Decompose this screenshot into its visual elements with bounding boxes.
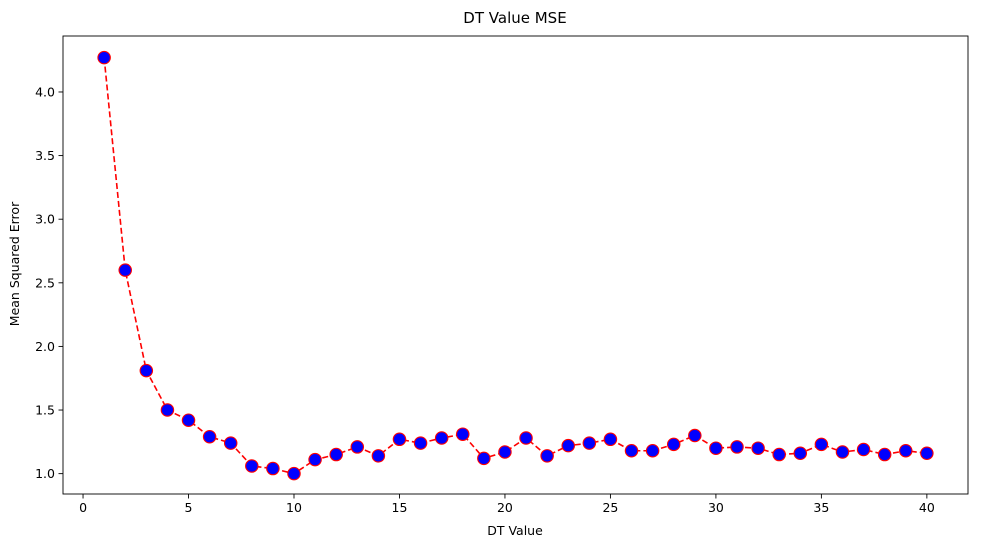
data-point	[877, 447, 892, 462]
data-point	[118, 263, 132, 277]
data-point	[456, 427, 470, 441]
x-tick-label: 30	[708, 500, 724, 515]
x-tick-label: 15	[392, 500, 408, 515]
y-tick-label: 3.5	[35, 148, 55, 163]
data-point	[287, 466, 301, 481]
x-tick-label: 35	[813, 500, 829, 515]
x-axis: 0 5 10 15 20 25 30 35 40	[79, 494, 935, 515]
data-point	[920, 446, 934, 461]
series-line	[103, 57, 927, 475]
data-point	[561, 438, 575, 453]
y-tick-label: 1.5	[35, 403, 55, 418]
data-point	[434, 431, 449, 445]
y-axis: 1.0 1.5 2.0 2.5 3.0 3.5 4.0	[35, 84, 63, 481]
data-point	[97, 50, 111, 65]
y-tick-label: 1.0	[35, 466, 55, 481]
data-point	[350, 440, 365, 454]
data-point	[519, 431, 533, 445]
data-point	[666, 437, 681, 452]
data-point	[202, 429, 217, 444]
y-tick-label: 2.5	[35, 275, 55, 290]
data-point	[751, 441, 765, 455]
data-point	[477, 451, 491, 466]
data-point	[730, 440, 744, 454]
y-tick-label: 4.0	[35, 84, 55, 99]
x-tick-label: 40	[919, 500, 935, 515]
x-tick-label: 10	[286, 500, 302, 515]
plot-background	[63, 36, 968, 494]
data-point	[772, 447, 786, 462]
data-point	[392, 432, 407, 447]
x-tick-label: 20	[497, 500, 513, 515]
data-point	[329, 447, 343, 462]
data-point	[582, 436, 597, 450]
x-tick-label: 5	[185, 500, 193, 515]
data-point	[160, 403, 175, 417]
plot-frame	[62, 35, 969, 495]
data-point	[603, 432, 618, 447]
data-point	[793, 446, 808, 461]
data-point	[139, 363, 154, 378]
x-axis-label: DT Value	[487, 523, 543, 538]
data-point	[540, 449, 554, 463]
data-point	[413, 436, 428, 450]
data-point	[709, 441, 723, 455]
data-point	[814, 437, 829, 452]
data-point	[645, 443, 660, 458]
y-axis-label: Mean Squared Error	[7, 201, 22, 326]
data-point	[835, 445, 850, 459]
chart-title: DT Value MSE	[463, 9, 566, 27]
x-tick-label: 25	[602, 500, 618, 515]
data-point	[308, 452, 322, 467]
data-point	[266, 461, 280, 476]
data-point	[181, 413, 196, 427]
data-point	[688, 428, 702, 443]
data-markers	[97, 50, 934, 481]
y-tick-label: 3.0	[35, 212, 55, 227]
data-point	[371, 449, 386, 463]
data-point	[245, 459, 259, 473]
x-tick-label: 0	[79, 500, 87, 515]
data-point	[223, 436, 238, 450]
data-point	[899, 443, 913, 458]
y-tick-label: 2.0	[35, 339, 55, 354]
plot-area	[62, 35, 969, 495]
data-point	[624, 443, 639, 458]
data-point	[856, 442, 871, 457]
data-point	[498, 445, 512, 459]
